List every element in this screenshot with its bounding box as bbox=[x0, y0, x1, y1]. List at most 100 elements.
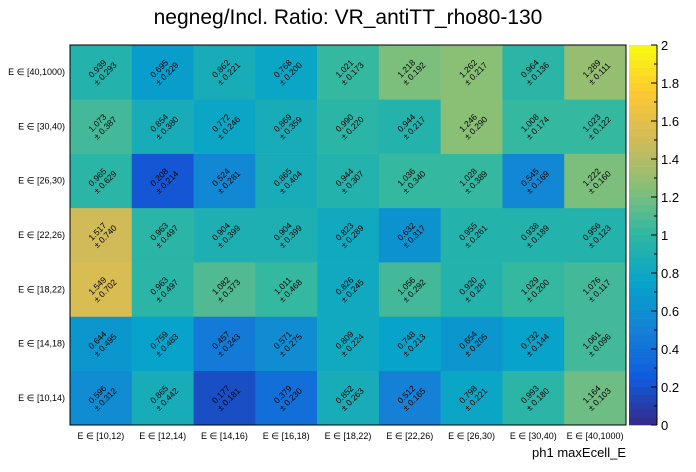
heatmap-cell bbox=[564, 153, 627, 209]
color-scale-band bbox=[629, 417, 657, 426]
y-tick-label: E ∈ [22,26) bbox=[18, 230, 65, 240]
heatmap-cell bbox=[502, 370, 565, 426]
heatmap-cell bbox=[440, 99, 503, 154]
color-scale-band bbox=[629, 387, 657, 395]
color-scale-band bbox=[629, 303, 657, 312]
color-scale-band bbox=[629, 75, 657, 84]
heatmap-cell bbox=[564, 207, 627, 263]
heatmap-cell bbox=[70, 45, 133, 100]
color-scale-tick-label: 1.2 bbox=[661, 190, 679, 205]
x-tick-label: E ∈ [16,18) bbox=[263, 431, 310, 441]
color-scale-band bbox=[629, 379, 657, 388]
color-scale-band bbox=[629, 227, 657, 236]
color-scale-tick-label: 0.4 bbox=[661, 342, 679, 357]
color-scale-band bbox=[629, 189, 657, 198]
x-tick-label: E ∈ [40,1000) bbox=[567, 431, 624, 441]
color-scale-band bbox=[629, 52, 657, 61]
color-scale-band bbox=[629, 90, 657, 99]
heatmap-cell bbox=[131, 370, 194, 426]
color-scale-band bbox=[629, 197, 657, 205]
color-scale-band bbox=[629, 159, 657, 167]
color-scale-band bbox=[629, 311, 657, 319]
color-scale-band bbox=[629, 98, 657, 107]
heatmap-cell bbox=[255, 316, 318, 372]
color-scale-band bbox=[629, 151, 657, 160]
heatmap-cell bbox=[378, 370, 441, 426]
heatmap-cell bbox=[70, 262, 133, 317]
color-scale-band bbox=[629, 212, 657, 221]
heatmap-cell bbox=[378, 99, 441, 154]
heatmap-cell bbox=[193, 370, 256, 426]
heatmap-cell bbox=[502, 316, 565, 372]
color-scale-band bbox=[629, 250, 657, 259]
color-scale-band bbox=[629, 45, 657, 53]
heatmap-cell bbox=[193, 45, 256, 100]
heatmap-cell bbox=[255, 45, 318, 100]
color-scale-band bbox=[629, 242, 657, 251]
heatmap-cell bbox=[70, 153, 133, 209]
y-tick-label: E ∈ [40,1000) bbox=[8, 67, 65, 77]
color-scale-band bbox=[629, 257, 657, 266]
heatmap-cell bbox=[70, 370, 133, 426]
y-tick-label: E ∈ [18,22) bbox=[18, 284, 65, 294]
y-tick-label: E ∈ [10,14) bbox=[18, 393, 65, 403]
color-scale-tick-label: 0 bbox=[661, 418, 668, 433]
heatmap-cell bbox=[440, 207, 503, 263]
color-scale-tick-label: 0.6 bbox=[661, 304, 679, 319]
heatmap-cells: 0.596± 0.312 0.865± 0.442 0.177± 0.181 0.37… bbox=[70, 45, 627, 426]
x-tick-label: E ∈ [26,30) bbox=[448, 431, 495, 441]
color-scale-tick-label: 2 bbox=[661, 38, 668, 53]
heatmap-cell bbox=[131, 207, 194, 263]
color-scale-band bbox=[629, 371, 657, 380]
heatmap-cell bbox=[317, 262, 380, 317]
heatmap-cell bbox=[564, 99, 627, 154]
heatmap-cell bbox=[564, 370, 627, 426]
x-tick-label: E ∈ [22,26) bbox=[386, 431, 433, 441]
chart-title: negneg/Incl. Ratio: VR_antiTT_rho80-130 bbox=[154, 6, 543, 29]
x-tick-labels: E ∈ [10,12) E ∈ [12,14) E ∈ [14,16) E ∈ [16… bbox=[77, 431, 623, 441]
color-scale-band bbox=[629, 105, 657, 114]
color-scale-tick-label: 1.4 bbox=[661, 152, 679, 167]
color-scale-band bbox=[629, 326, 657, 335]
heatmap-cell bbox=[564, 262, 627, 317]
heatmap-cell bbox=[378, 153, 441, 209]
color-scale-tick-label: 1.6 bbox=[661, 114, 679, 129]
heatmap-cell bbox=[131, 262, 194, 317]
heatmap-cell bbox=[255, 153, 318, 209]
heatmap-cell bbox=[317, 99, 380, 154]
color-scale-band bbox=[629, 265, 657, 274]
heatmap-cell bbox=[440, 316, 503, 372]
heatmap-cell bbox=[193, 316, 256, 372]
color-scale-band bbox=[629, 333, 657, 342]
y-tick-label: E ∈ [30,40) bbox=[18, 121, 65, 131]
color-scale-tick-label: 0.8 bbox=[661, 266, 679, 281]
color-scale-tick-label: 0.2 bbox=[661, 380, 679, 395]
heatmap-cell bbox=[378, 262, 441, 317]
color-scale-band bbox=[629, 219, 657, 228]
heatmap-cell bbox=[317, 370, 380, 426]
heatmap-cell bbox=[255, 207, 318, 263]
heatmap-cell bbox=[502, 153, 565, 209]
color-scale-band bbox=[629, 364, 657, 373]
heatmap-cell bbox=[440, 370, 503, 426]
color-scale-tick-label: 1.8 bbox=[661, 76, 679, 91]
color-scale-band bbox=[629, 280, 657, 289]
color-scale-band bbox=[629, 273, 657, 281]
color-scale-band bbox=[629, 67, 657, 76]
heatmap-cell bbox=[317, 45, 380, 100]
color-scale-band bbox=[629, 113, 657, 122]
color-scale-band bbox=[629, 143, 657, 152]
color-scale-band bbox=[629, 174, 657, 183]
heatmap-cell bbox=[193, 153, 256, 209]
heatmap-cell bbox=[70, 316, 133, 372]
heatmap-cell bbox=[131, 316, 194, 372]
x-tick-label: E ∈ [30,40) bbox=[510, 431, 557, 441]
heatmap-cell bbox=[255, 262, 318, 317]
y-tick-label: E ∈ [14,18) bbox=[18, 339, 65, 349]
x-tick-label: E ∈ [10,12) bbox=[77, 431, 124, 441]
heatmap-cell bbox=[193, 207, 256, 263]
color-scale-band bbox=[629, 121, 657, 129]
heatmap-cell bbox=[564, 45, 627, 100]
color-scale-band bbox=[629, 181, 657, 190]
heatmap-cell bbox=[317, 316, 380, 372]
